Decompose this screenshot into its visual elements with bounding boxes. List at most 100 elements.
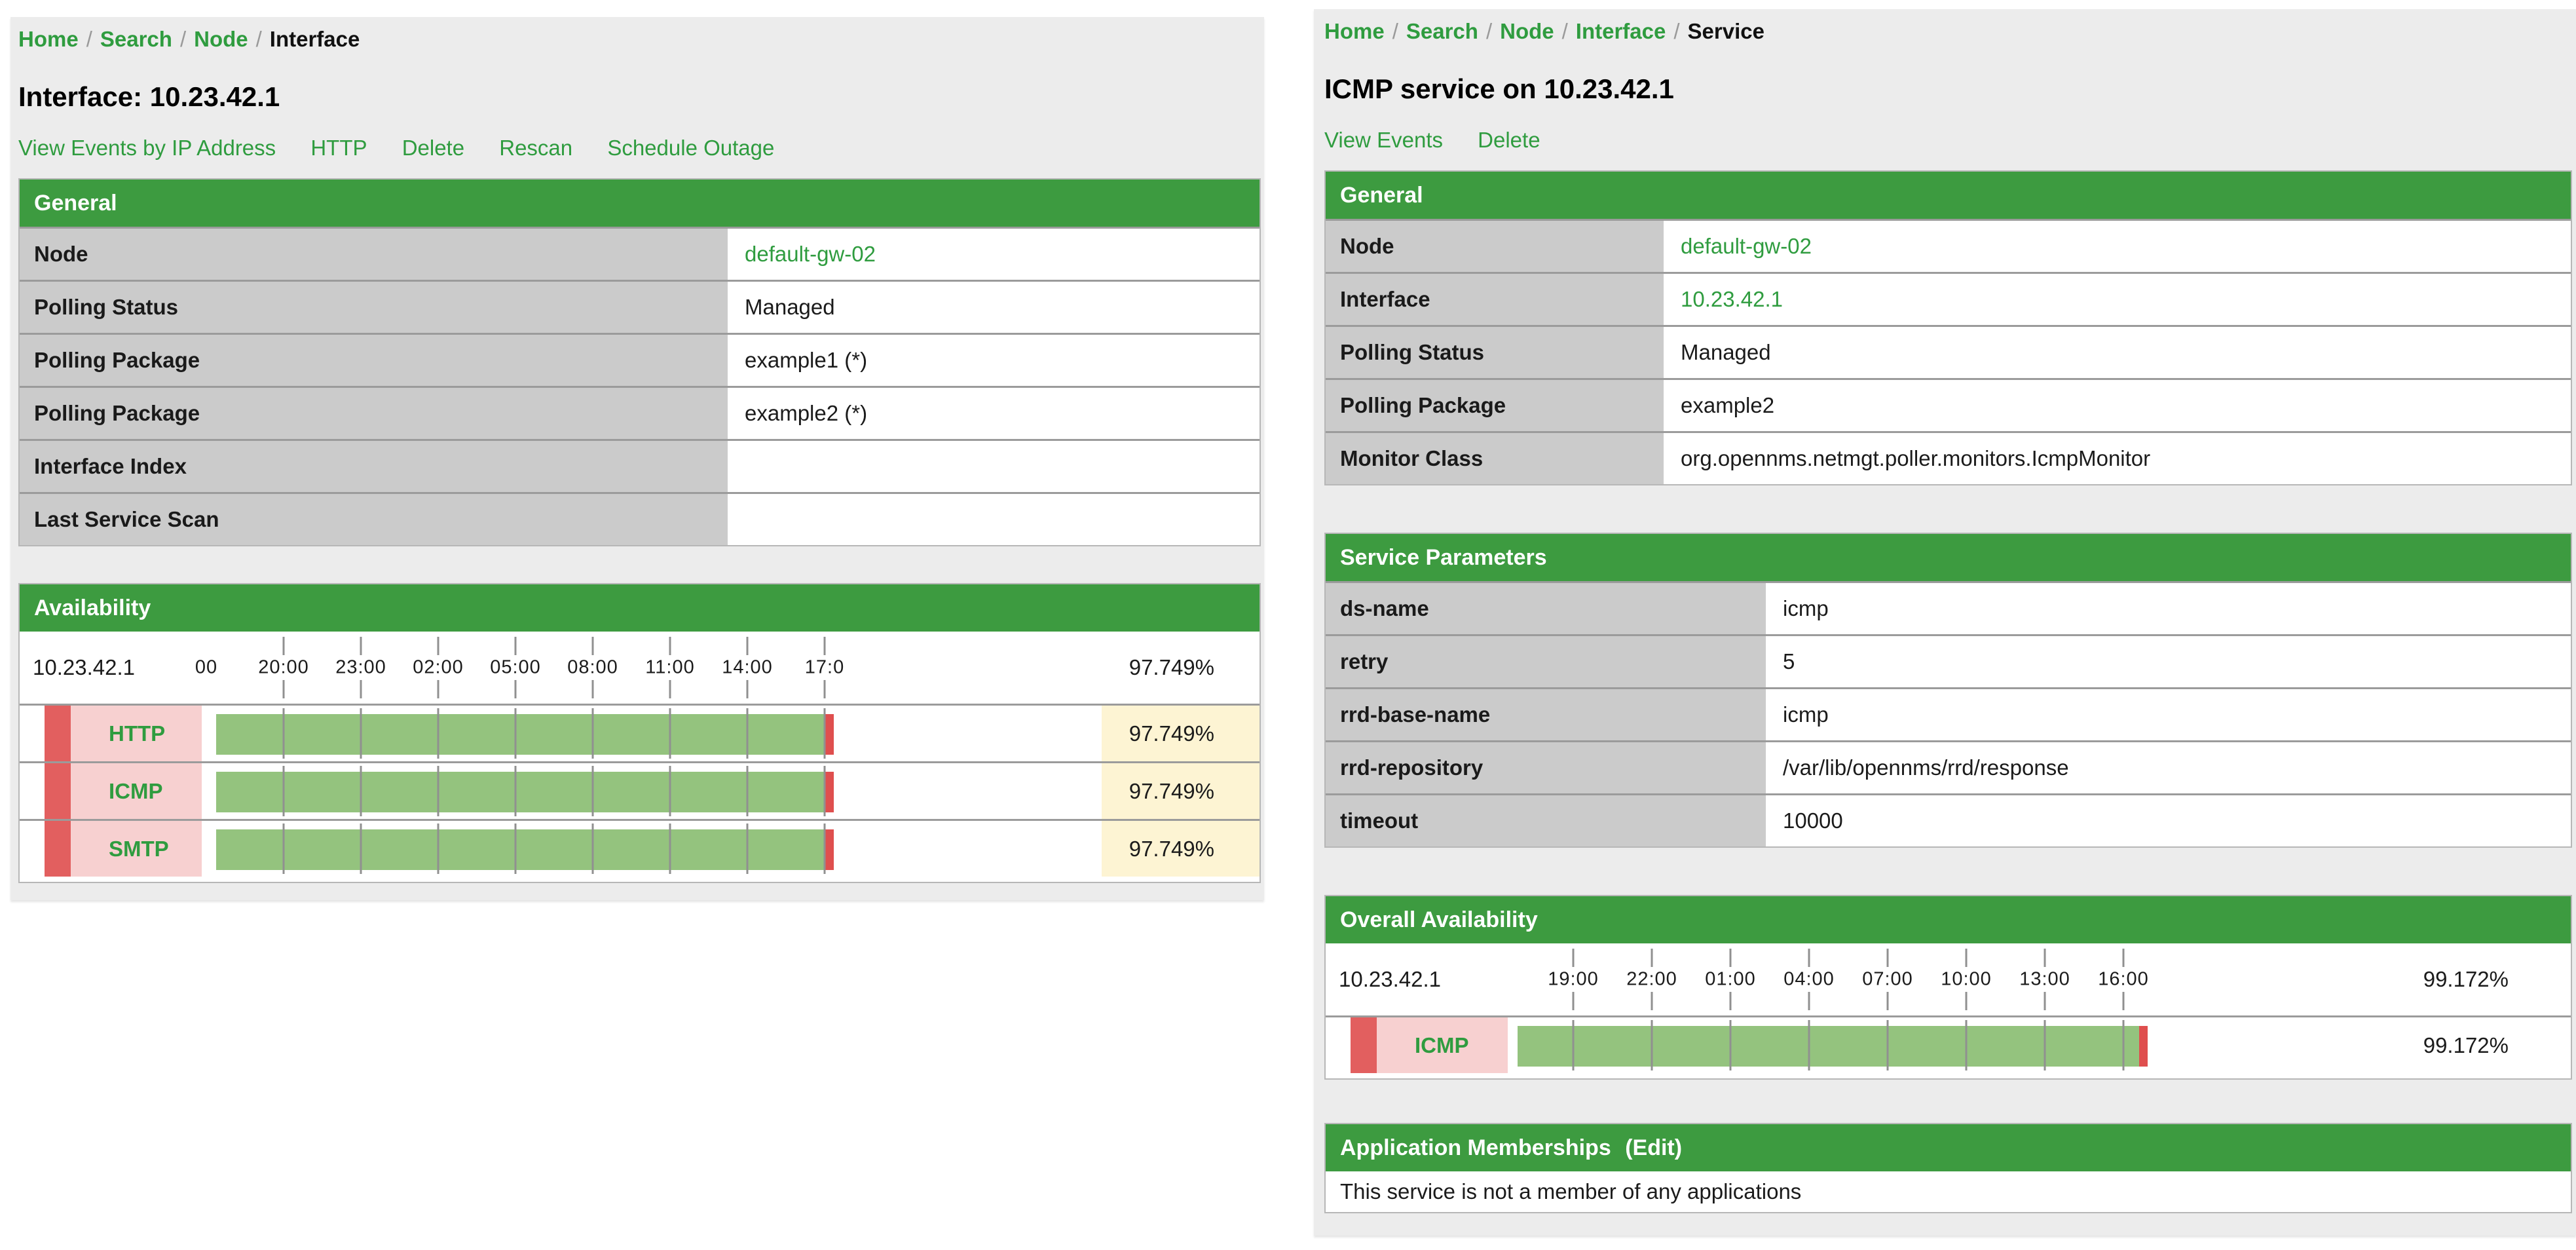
interface-link[interactable]: 10.23.42.1 [1664,274,2571,325]
axis-tick [437,637,439,655]
axis-tick [1729,992,1732,1010]
delete-link[interactable]: Delete [401,136,465,160]
axis-label: 02:00 [413,656,464,678]
axis-tick [282,637,285,655]
bar-tick [669,766,671,816]
bar-tick [746,766,749,816]
bar-tick [669,708,671,759]
table-row: Node default-gw-02 [20,227,1260,280]
axis-tick [669,637,671,655]
axis-label: 10:00 [1941,968,1992,990]
breadcrumb-node[interactable]: Node [194,27,248,51]
edit-applications-link[interactable]: (Edit) [1625,1135,1683,1160]
axis-label: 14:00 [722,656,773,678]
http-link[interactable]: HTTP [310,136,367,160]
availability-bar [216,829,834,870]
bar-tick [282,824,285,874]
breadcrumb-search[interactable]: Search [100,27,172,51]
service-label-cell [1377,1017,1508,1073]
table-padding [20,877,1260,882]
table-row: Polling Package example2 [1326,378,2571,431]
outage-segment [825,714,834,755]
service-label-cell [71,821,202,877]
bar-tick [360,708,362,759]
bar-tick [2122,1020,2125,1070]
axis-label: 19:00 [1548,968,1599,990]
availability-table: Availability 10.23.42.1 00 20:00 23:00 0… [18,583,1261,883]
axis-tick [1965,949,1968,967]
axis-tick [514,680,517,698]
axis-tick [360,637,362,655]
breadcrumb-search[interactable]: Search [1406,19,1478,43]
row-value: example1 (*) [728,335,1260,386]
axis-label: 22:00 [1626,968,1677,990]
overall-availability-header: Overall Availability [1326,896,2571,943]
breadcrumb-current: Service [1687,19,1764,43]
bar-tick [746,708,749,759]
service-link-icmp[interactable]: ICMP [109,778,163,803]
table-row: Polling Package example2 (*) [20,386,1260,439]
service-link-http[interactable]: HTTP [109,721,166,746]
bar-tick [823,708,826,759]
availability-bar [1518,1026,2148,1067]
breadcrumb-node[interactable]: Node [1500,19,1554,43]
row-label: Node [20,229,728,280]
ip-address-label: 10.23.42.1 [1339,967,1441,991]
axis-tick [823,680,826,698]
row-label: Interface Index [20,441,728,492]
general-header: General [20,180,1260,227]
axis-label: 13:00 [2019,968,2070,990]
availability-value-cell: 97.749% [1102,763,1260,819]
service-panel: Home / Search / Node / Interface / Service ICMP … [1314,9,2576,1236]
axis-label: 11:00 [645,656,695,678]
overall-availability-table: Overall Availability 10.23.42.1 19:00 22… [1324,895,2572,1080]
breadcrumb-interface[interactable]: Interface [1575,19,1666,43]
row-value [728,494,1260,545]
bar-tick [1651,1020,1653,1070]
node-link[interactable]: default-gw-02 [1664,221,2571,272]
axis-label: 01:00 [1705,968,1756,990]
axis-label: 16:00 [2098,968,2149,990]
rescan-link[interactable]: Rescan [499,136,573,160]
application-memberships-body: This service is not a member of any appl… [1326,1171,2571,1212]
table-row: Monitor Class org.opennms.netmgt.poller.… [1326,431,2571,484]
table-row: Polling Status Managed [20,280,1260,333]
table-row: rrd-base-name icmp [1326,687,2571,740]
breadcrumb-home[interactable]: Home [18,27,79,51]
axis-tick [360,680,362,698]
total-availability-value: 97.749% [1129,655,1214,679]
page-title: Interface: 10.23.42.1 [18,81,280,112]
view-events-link[interactable]: View Events [1324,128,1443,152]
view-events-by-ip-link[interactable]: View Events by IP Address [18,136,276,160]
bar-tick [437,708,439,759]
bar-tick [1729,1020,1732,1070]
breadcrumb-home[interactable]: Home [1324,19,1385,43]
bar-tick [282,708,285,759]
bar-tick [437,766,439,816]
service-link-smtp[interactable]: SMTP [109,836,169,861]
row-label: timeout [1326,795,1766,846]
general-table: General Node default-gw-02 Polling Statu… [18,178,1261,546]
delete-link[interactable]: Delete [1478,128,1540,152]
row-value: 5 [1766,636,2571,687]
row-value: example2 [1664,380,2571,431]
table-row: Interface 10.23.42.1 [1326,272,2571,325]
bar-tick [823,766,826,816]
node-link[interactable]: default-gw-02 [728,229,1260,280]
service-link-icmp[interactable]: ICMP [1415,1032,1469,1057]
axis-tick [2044,992,2046,1010]
status-stripe [1351,1017,1377,1073]
axis-tick [1651,949,1653,967]
axis-label: 23:00 [335,656,386,678]
application-memberships-header: Application Memberships (Edit) [1326,1124,2571,1171]
schedule-outage-link[interactable]: Schedule Outage [607,136,775,160]
status-stripe [45,706,71,761]
row-label: Node [1326,221,1664,272]
bar-tick [514,766,517,816]
table-row: Polling Package example1 (*) [20,333,1260,386]
service-availability-row: SMTP 97.749% [20,819,1260,877]
axis-tick [1886,949,1889,967]
bar-tick [2044,1020,2046,1070]
breadcrumb-separator: / [255,27,262,51]
axis-tick [746,680,749,698]
